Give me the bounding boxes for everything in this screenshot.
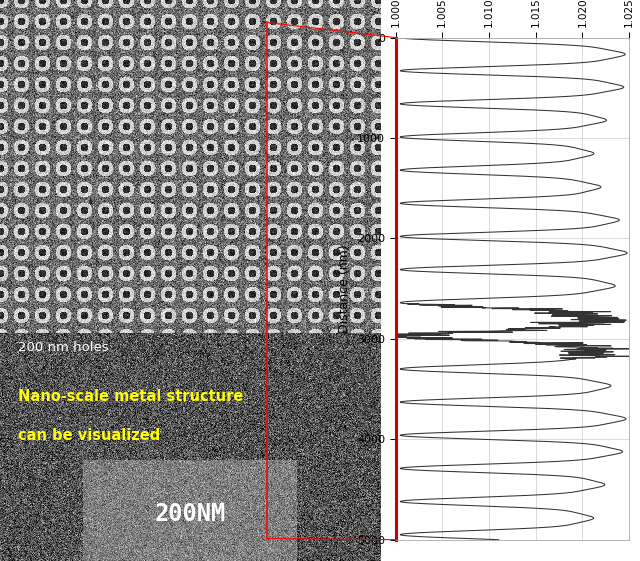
Text: Nano-scale metal structure: Nano-scale metal structure (18, 389, 243, 404)
Text: 200 nm holes: 200 nm holes (18, 341, 109, 353)
Text: can be visualized: can be visualized (18, 429, 160, 443)
Y-axis label: Distance (nm): Distance (nm) (339, 245, 351, 333)
Text: 200NM: 200NM (155, 502, 226, 526)
